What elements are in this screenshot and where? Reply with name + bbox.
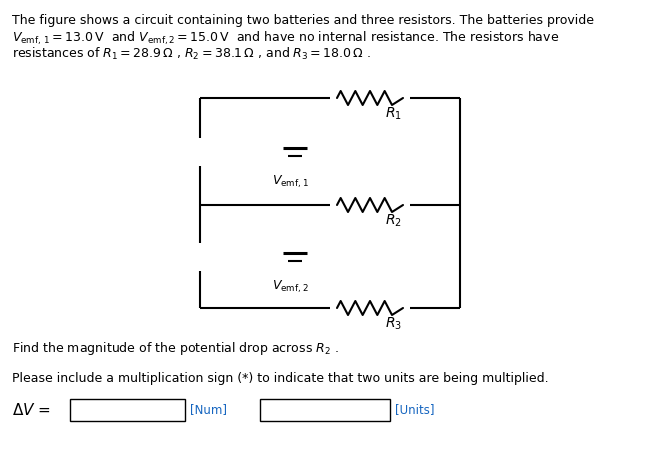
Text: $V_{\mathrm{emf,2}}$: $V_{\mathrm{emf,2}}$ [272, 278, 308, 295]
Text: Find the magnitude of the potential drop across $R_2$ .: Find the magnitude of the potential drop… [12, 340, 339, 357]
Text: Please include a multiplication sign (*) to indicate that two units are being mu: Please include a multiplication sign (*)… [12, 372, 549, 385]
Text: $\Delta V$ =: $\Delta V$ = [12, 402, 51, 418]
Text: resistances of $R_1 = 28.9\,\Omega$ , $R_2 = 38.1\,\Omega$ , and $R_3 = 18.0\,\O: resistances of $R_1 = 28.9\,\Omega$ , $R… [12, 46, 371, 62]
Bar [260, 399, 390, 421]
Text: $V_{\mathrm{emf,1}}$: $V_{\mathrm{emf,1}}$ [272, 173, 308, 190]
Bar [70, 399, 185, 421]
Text: [Units]: [Units] [395, 404, 435, 417]
Text: $R_1$: $R_1$ [385, 106, 402, 123]
Text: $V_{\mathrm{emf,\,1}} = 13.0\,\mathrm{V}$  and $V_{\mathrm{emf,2}} = 15.0\,\math: $V_{\mathrm{emf,\,1}} = 13.0\,\mathrm{V}… [12, 30, 559, 48]
Text: $R_3$: $R_3$ [385, 316, 402, 332]
Text: $R_2$: $R_2$ [385, 213, 402, 229]
Text: [Num]: [Num] [190, 404, 227, 417]
Text: The figure shows a circuit containing two batteries and three resistors. The bat: The figure shows a circuit containing tw… [12, 14, 594, 27]
